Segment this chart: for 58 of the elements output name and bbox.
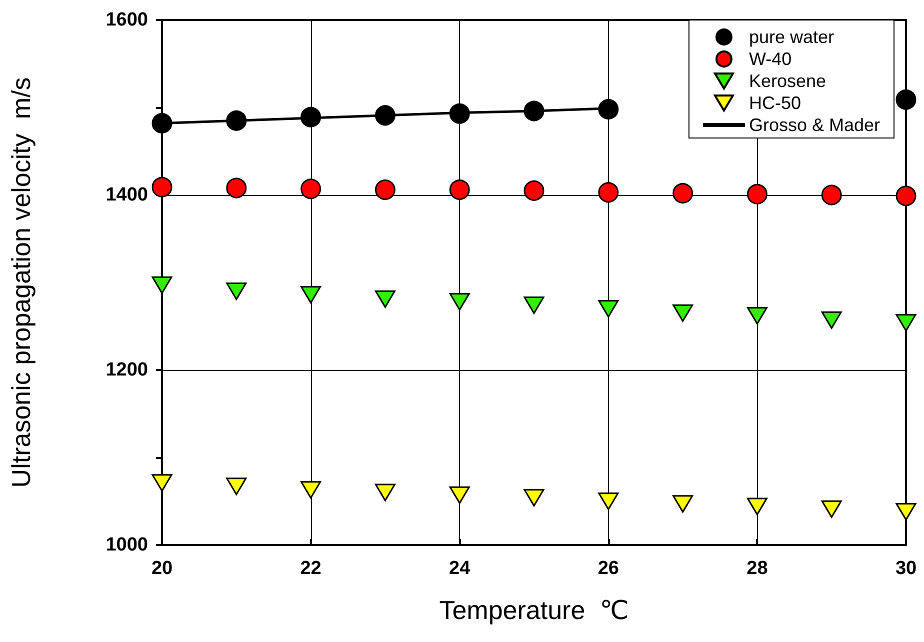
point bbox=[524, 100, 544, 122]
x-tick-label: 20 bbox=[151, 558, 173, 579]
point bbox=[449, 293, 470, 310]
point bbox=[896, 89, 916, 110]
point bbox=[896, 503, 916, 520]
point bbox=[746, 184, 768, 204]
point bbox=[524, 296, 544, 314]
point bbox=[226, 110, 247, 131]
point bbox=[226, 478, 247, 496]
point bbox=[449, 486, 470, 504]
x-axis-title: Temperature ℃ bbox=[439, 595, 629, 625]
point bbox=[746, 307, 768, 324]
point bbox=[226, 282, 247, 300]
point bbox=[746, 498, 768, 516]
x-tick-label: 26 bbox=[598, 558, 619, 579]
point bbox=[896, 186, 916, 206]
point bbox=[672, 495, 694, 513]
point bbox=[300, 178, 322, 200]
legend-label: W-40 bbox=[748, 49, 792, 69]
point bbox=[374, 484, 396, 502]
point bbox=[152, 474, 172, 492]
point bbox=[152, 113, 172, 134]
point bbox=[598, 99, 619, 120]
point bbox=[374, 180, 396, 200]
y-tick-label: 1000 bbox=[106, 534, 148, 556]
y-tick-label: 1400 bbox=[106, 184, 148, 206]
point bbox=[374, 290, 396, 308]
legend-label: Grosso & Mader bbox=[748, 115, 880, 135]
point bbox=[374, 105, 396, 126]
point bbox=[598, 492, 619, 510]
point bbox=[449, 103, 470, 124]
point bbox=[672, 183, 694, 204]
y-tick-label: 1600 bbox=[106, 10, 148, 30]
point bbox=[152, 276, 172, 294]
point bbox=[598, 300, 619, 318]
x-tick-label: 28 bbox=[746, 558, 768, 579]
point bbox=[821, 311, 842, 329]
point bbox=[524, 489, 544, 506]
x-tick-label: 22 bbox=[300, 558, 322, 579]
point bbox=[821, 184, 842, 206]
legend-label: Kerosene bbox=[748, 71, 826, 91]
y-axis-title: Ultrasonic propagation velocity m/s bbox=[6, 77, 36, 488]
y-tick-label: 1200 bbox=[106, 360, 148, 380]
point bbox=[449, 180, 470, 200]
x-tick-label: 30 bbox=[895, 558, 917, 579]
point bbox=[598, 182, 619, 203]
point bbox=[672, 304, 694, 322]
x-tick-label: 24 bbox=[449, 558, 471, 579]
point bbox=[300, 286, 322, 304]
point bbox=[524, 180, 544, 201]
point bbox=[896, 314, 916, 332]
point bbox=[226, 178, 247, 198]
legend-label: pure water bbox=[748, 27, 834, 47]
point bbox=[821, 500, 842, 518]
legend-label: HC-50 bbox=[748, 93, 801, 113]
point bbox=[300, 106, 322, 128]
point bbox=[300, 481, 322, 499]
point bbox=[152, 176, 172, 198]
